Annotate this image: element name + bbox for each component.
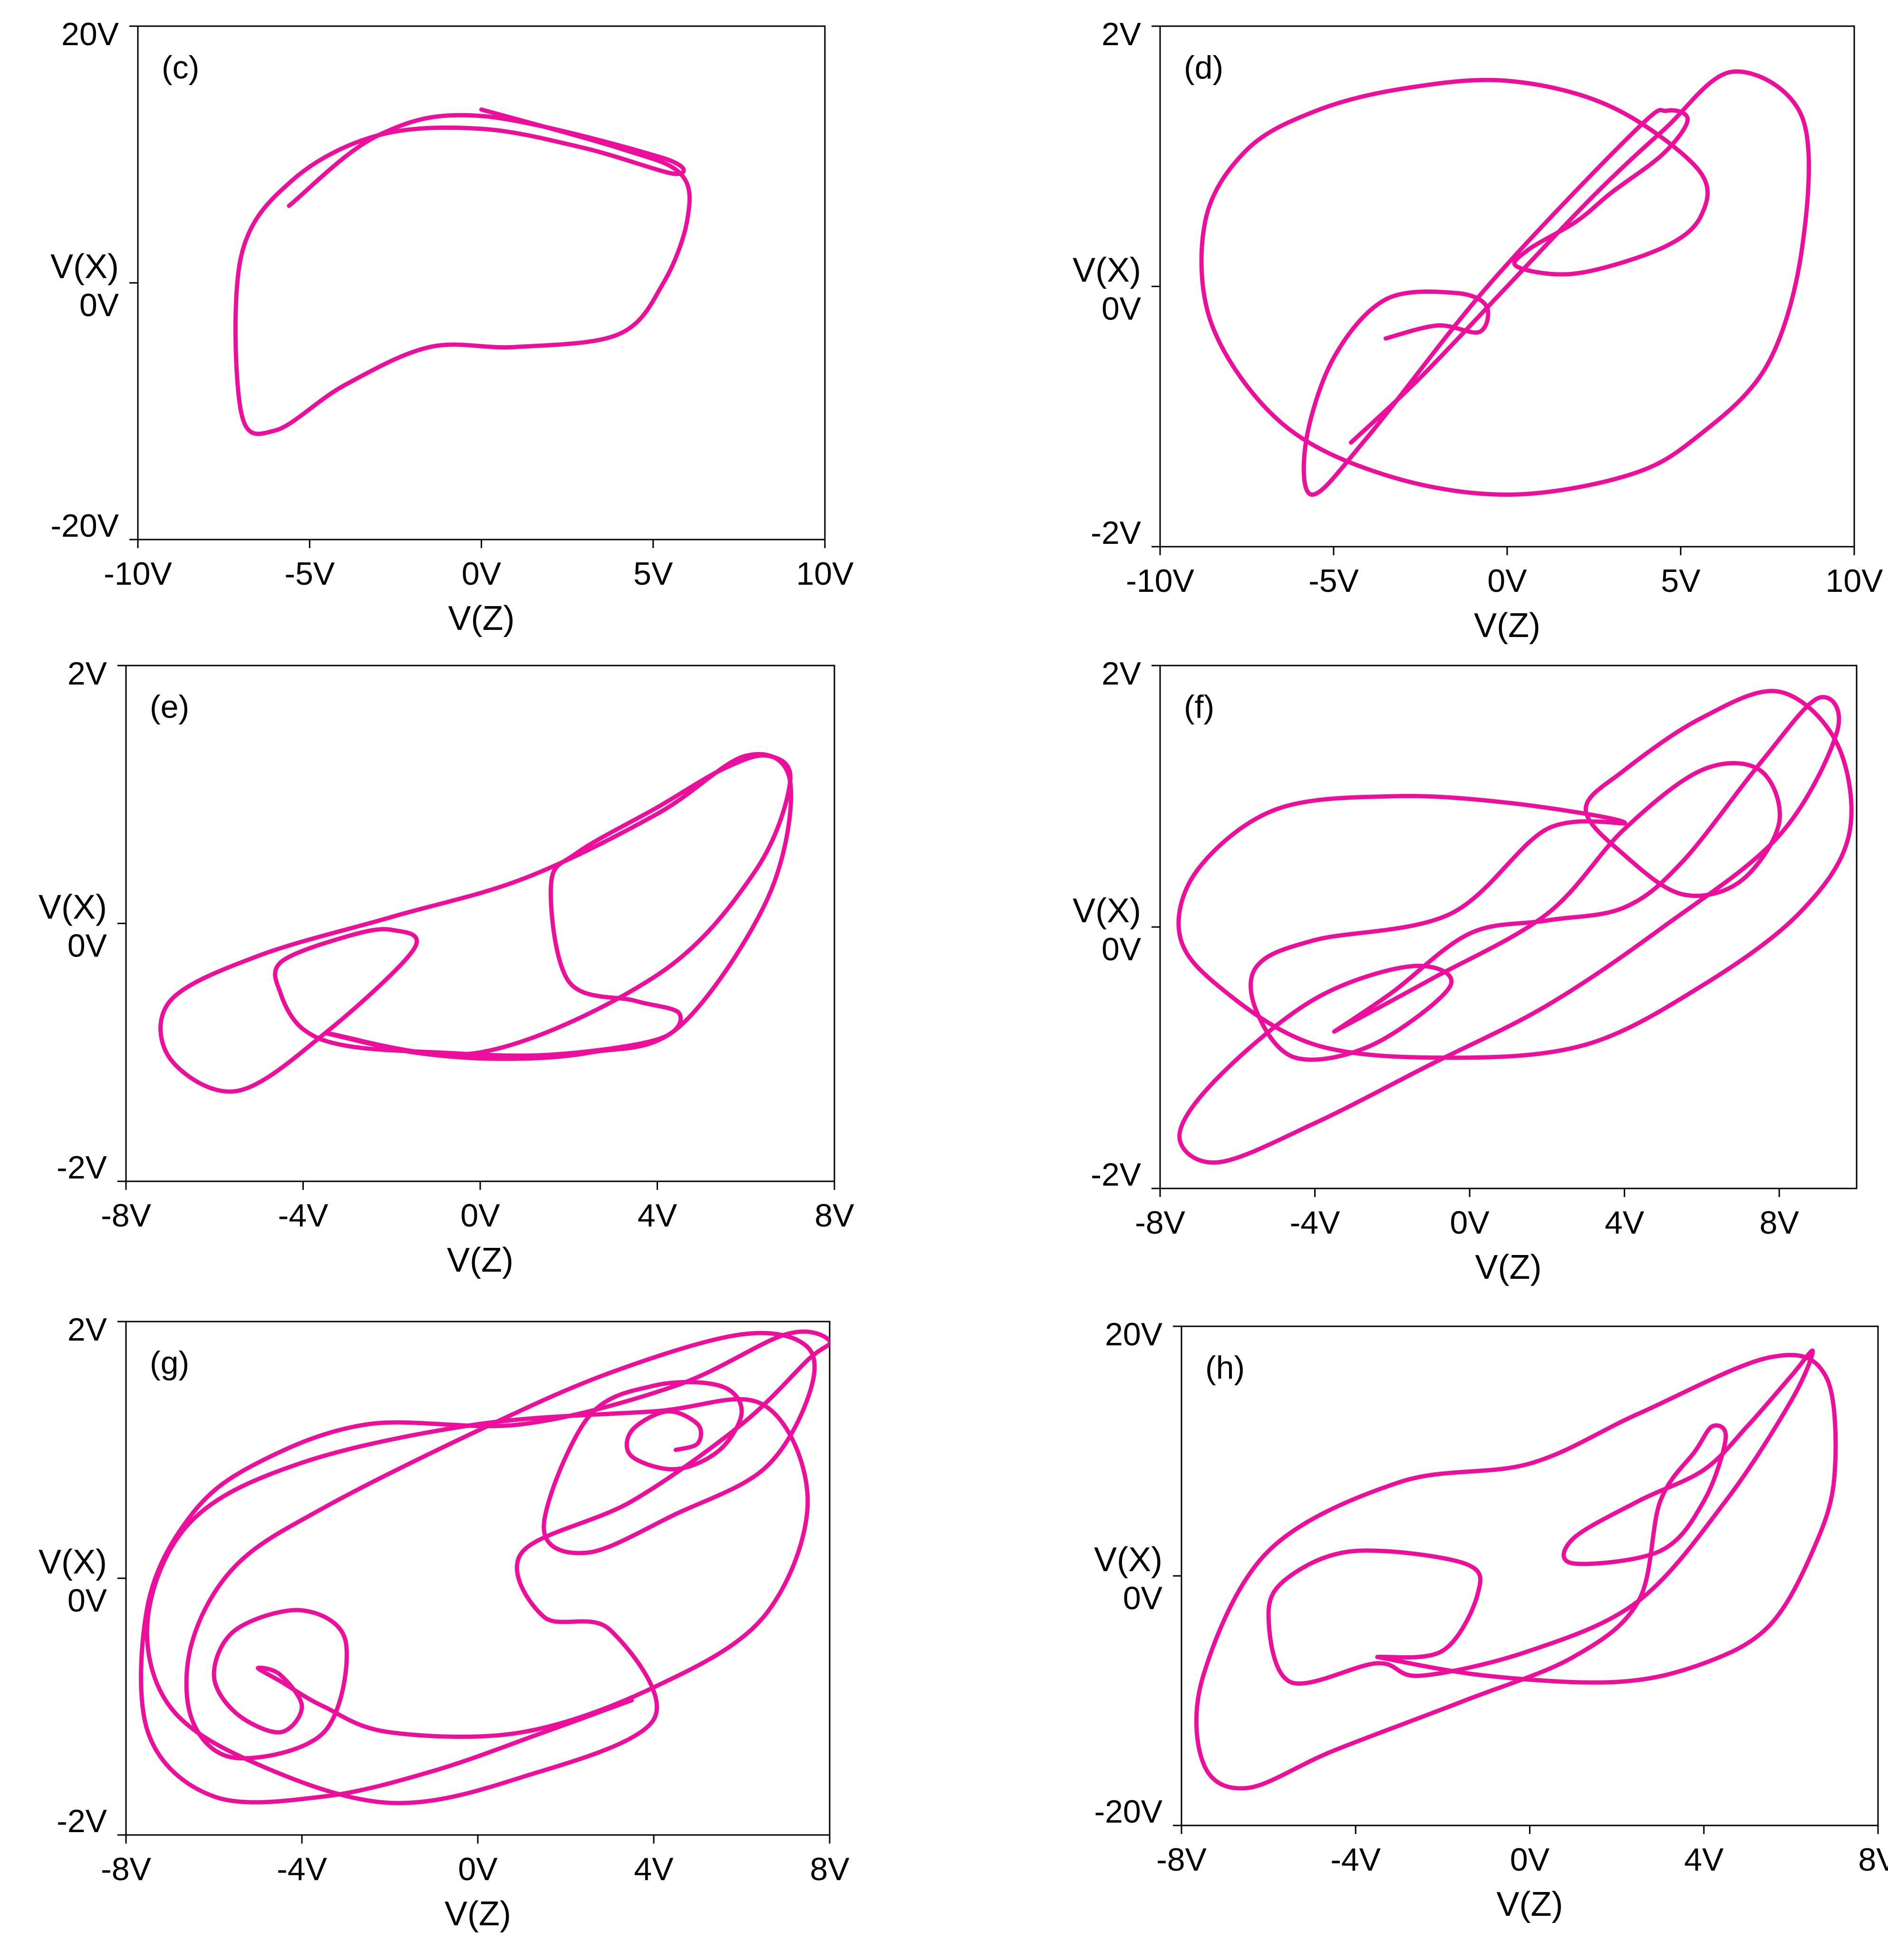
y-axis-label: V(X): [1094, 1541, 1162, 1579]
panel-label: (c): [162, 49, 199, 86]
x-axis-label: V(Z): [1497, 1885, 1563, 1923]
x-tick-label: 4V: [638, 1197, 678, 1234]
x-tick-label: 4V: [1684, 1842, 1724, 1878]
y-axis-label: V(X): [1073, 892, 1141, 930]
x-tick-label: -4V: [1290, 1205, 1340, 1241]
x-tick-label: 5V: [633, 556, 673, 592]
chart-panel: -10V -5V 0V 5V 10V -2V 0V 2V V(Z) V(X) (d): [1073, 16, 1883, 645]
panel-label: (g): [150, 1345, 189, 1381]
y-tick-label: -2V: [1091, 515, 1141, 551]
trajectory-series: [1176, 689, 1854, 1165]
x-tick-label: 0V: [462, 556, 502, 592]
x-tick-label: -4V: [278, 1197, 329, 1234]
x-axis-label: V(Z): [448, 599, 515, 637]
y-tick-label: -20V: [1094, 1794, 1162, 1830]
x-tick-label: 10V: [796, 556, 854, 592]
y-axis-label: V(X): [50, 248, 119, 286]
x-tick-label: 4V: [634, 1851, 674, 1887]
panel-label: (e): [150, 689, 189, 725]
x-tick-label: -8V: [101, 1851, 151, 1887]
chart-panel: -8V -4V 0V 4V 8V -2V 0V 2V V(Z) V(X) (g): [39, 1312, 850, 1933]
x-tick-label: -8V: [1135, 1205, 1185, 1241]
trajectory-series: [1199, 69, 1811, 497]
x-axis-label: V(Z): [1475, 1248, 1542, 1286]
y-tick-label: -2V: [57, 1803, 107, 1839]
plot-frame: [1181, 1325, 1879, 1826]
y-axis-label: V(X): [39, 888, 107, 927]
x-tick-label: -8V: [101, 1197, 151, 1234]
chart-panel: -10V -5V 0V 5V 10V -20V 0V 20V V(Z) V(X) (c): [50, 16, 854, 637]
x-tick-label: 0V: [1487, 563, 1527, 599]
x-tick-label: -10V: [1126, 563, 1194, 599]
x-tick-label: 8V: [814, 1197, 854, 1234]
x-tick-label: -4V: [277, 1851, 327, 1887]
trajectory-series: [1194, 1348, 1838, 1791]
y-axis-label: V(X): [1073, 251, 1141, 290]
x-tick-label: 0V: [1450, 1205, 1490, 1241]
y-tick-label: 2V: [1102, 656, 1142, 692]
y-tick-label: 20V: [1105, 1316, 1163, 1352]
y-tick-label: 0V: [68, 1583, 107, 1619]
x-axis-label: V(Z): [1474, 607, 1540, 645]
chart-panel: -8V -4V 0V 4V 8V -2V 0V 2V V(Z) V(X) (f): [1073, 656, 1858, 1286]
panel-label: (h): [1205, 1350, 1245, 1386]
y-tick-label: 0V: [1102, 291, 1142, 327]
x-axis-label: V(Z): [447, 1241, 513, 1279]
x-tick-label: 0V: [1510, 1842, 1550, 1878]
x-tick-label: 10V: [1826, 563, 1884, 599]
x-tick-label: -5V: [284, 556, 335, 592]
y-axis-label: V(X): [39, 1543, 107, 1581]
x-tick-label: -4V: [1330, 1842, 1381, 1878]
panel-label: (f): [1184, 689, 1214, 725]
y-tick-label: -20V: [50, 508, 119, 544]
plot-frame: [137, 25, 826, 541]
x-tick-label: 8V: [1858, 1842, 1888, 1878]
y-tick-label: 0V: [68, 928, 107, 964]
plot-frame: [125, 665, 835, 1182]
y-tick-label: 2V: [1102, 16, 1142, 52]
plot-frame: [1159, 665, 1858, 1189]
x-axis-label: V(Z): [445, 1895, 511, 1933]
x-tick-label: 4V: [1605, 1205, 1645, 1241]
x-tick-label: 5V: [1661, 563, 1701, 599]
x-tick-label: 8V: [1760, 1205, 1800, 1241]
x-tick-label: 0V: [458, 1851, 498, 1887]
y-tick-label: 2V: [68, 656, 107, 692]
panel-label: (d): [1184, 49, 1223, 86]
y-tick-label: 0V: [1102, 931, 1142, 967]
x-tick-label: 0V: [460, 1197, 500, 1234]
x-tick-label: -10V: [104, 556, 172, 592]
y-tick-label: 2V: [68, 1312, 107, 1348]
x-tick-label: 8V: [810, 1851, 850, 1887]
x-tick-label: -5V: [1308, 563, 1359, 599]
chart-panel: -8V -4V 0V 4V 8V -2V 0V 2V V(Z) V(X) (e): [39, 656, 854, 1279]
trajectory-series: [139, 1329, 830, 1806]
x-tick-label: -8V: [1156, 1842, 1207, 1878]
y-tick-label: -2V: [57, 1149, 107, 1186]
y-tick-label: 0V: [79, 287, 119, 323]
y-tick-label: -2V: [1091, 1157, 1141, 1193]
chart-panel: -8V -4V 0V 4V 8V -20V 0V 20V V(Z) V(X) (h): [1094, 1316, 1888, 1923]
trajectory-series: [233, 107, 692, 436]
trajectory-series: [158, 752, 794, 1094]
y-tick-label: 20V: [61, 16, 119, 52]
y-tick-label: 0V: [1123, 1580, 1163, 1616]
